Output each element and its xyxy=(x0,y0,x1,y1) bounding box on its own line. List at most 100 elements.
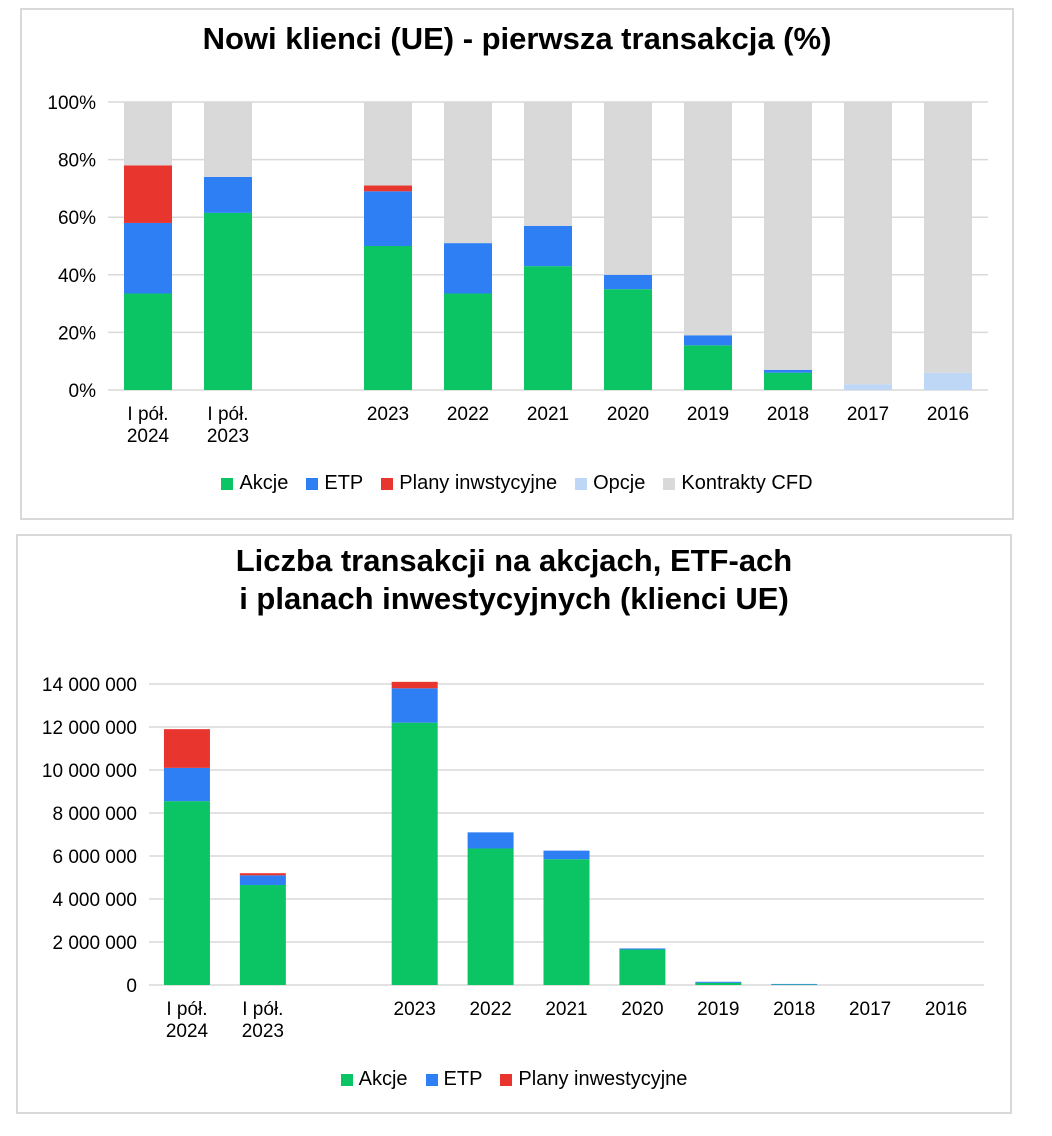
bar-kontrakty-cfd xyxy=(364,102,412,186)
legend-item-opcje: Opcje xyxy=(575,472,645,495)
legend: Akcje ETP Plany inwestycyjne xyxy=(18,1068,1010,1091)
bar-etp xyxy=(204,176,252,213)
x-tick-label-line: 2018 xyxy=(773,999,815,1020)
x-tick-label: 2017 xyxy=(847,404,889,425)
x-tick-label: 2019 xyxy=(687,404,729,425)
y-tick-label: 2 000 000 xyxy=(52,933,137,954)
legend-swatch-etp xyxy=(425,1073,438,1086)
y-tick-label: 40% xyxy=(58,266,96,287)
x-tick-label-line: 2016 xyxy=(927,404,969,425)
bar-akcje xyxy=(444,293,492,390)
bar-plany-inwstycyjne xyxy=(124,165,172,223)
bar-etp xyxy=(684,335,732,346)
bar-kontrakty-cfd xyxy=(524,102,572,226)
bar-akcje xyxy=(467,848,514,985)
legend-item-plany: Plany inwstycyjne xyxy=(381,472,557,495)
x-tick-label-line: I pół. xyxy=(127,404,168,425)
legend-item-plany: Plany inwestycyjne xyxy=(500,1068,687,1091)
chart-title-line-1: Liczba transakcji na akcjach, ETF-ach xyxy=(235,543,793,578)
y-tick-label: 12 000 000 xyxy=(42,718,137,739)
y-tick-label: 4 000 000 xyxy=(52,890,137,911)
x-tick-label-line: 2021 xyxy=(545,999,587,1020)
bar-kontrakty-cfd xyxy=(124,102,172,166)
chart-panel-new-clients: Nowi klienci (UE) - pierwsza transakcja … xyxy=(20,8,1014,520)
x-tick-label: 2018 xyxy=(773,999,815,1020)
x-tick-label: 2017 xyxy=(849,999,891,1020)
bar-kontrakty-cfd xyxy=(604,102,652,275)
bar-akcje xyxy=(204,212,252,390)
legend-swatch-akcje xyxy=(221,477,234,490)
legend-label: Akcje xyxy=(358,1068,408,1090)
bar-akcje xyxy=(764,372,812,390)
x-tick-label: I pół. 2023 xyxy=(207,404,249,447)
x-tick-label-line: 2023 xyxy=(242,1021,284,1042)
x-tick-label-line: 2016 xyxy=(925,999,967,1020)
x-tick-label-line: 2023 xyxy=(207,426,249,447)
bar-etp xyxy=(771,983,818,985)
bar-kontrakty-cfd xyxy=(204,102,252,177)
x-tick-label: 2022 xyxy=(447,404,489,425)
bar-akcje xyxy=(695,982,742,985)
legend-label: Opcje xyxy=(593,472,646,494)
bar-etp xyxy=(695,981,742,983)
bar-etp xyxy=(619,948,666,950)
x-tick-label: I pół. 2023 xyxy=(242,999,284,1042)
x-tick-label-line: I pół. xyxy=(207,404,248,425)
legend-label: ETP xyxy=(443,1068,483,1090)
x-tick-label-line: 2021 xyxy=(527,404,569,425)
y-tick-label: 100% xyxy=(47,93,96,114)
legend-swatch-etp xyxy=(306,477,319,490)
x-tick-label-line: I pół. xyxy=(242,999,283,1020)
x-tick-label: 2020 xyxy=(621,999,663,1020)
bar-etp xyxy=(444,243,492,294)
x-tick-label-line: 2024 xyxy=(166,1021,209,1042)
x-tick-label: 2020 xyxy=(607,404,649,425)
bar-akcje xyxy=(163,801,210,985)
legend-label: Plany inwstycyjne xyxy=(399,472,558,494)
bar-etp xyxy=(391,688,438,723)
bar-etp xyxy=(239,875,286,886)
x-tick-label: 2019 xyxy=(697,999,739,1020)
x-tick-label: I pół. 2024 xyxy=(166,999,209,1042)
legend-swatch-plany xyxy=(381,477,394,490)
legend-item-cfd: Kontrakty CFD xyxy=(663,472,813,495)
x-tick-label-line: I pół. xyxy=(166,999,207,1020)
bar-akcje xyxy=(543,859,590,985)
chart-title: Liczba transakcji na akcjach, ETF-ach i … xyxy=(18,542,1010,618)
bar-opcje xyxy=(844,384,892,390)
bar-kontrakty-cfd xyxy=(764,102,812,370)
bar-kontrakty-cfd xyxy=(444,102,492,244)
x-tick-label-line: 2017 xyxy=(849,999,891,1020)
x-tick-label-line: 2023 xyxy=(394,999,436,1020)
x-tick-label-line: 2023 xyxy=(367,404,409,425)
bar-etp xyxy=(364,191,412,246)
x-tick-label-line: 2022 xyxy=(447,404,489,425)
bar-akcje xyxy=(124,293,172,390)
legend-label: Plany inwestycyjne xyxy=(518,1068,688,1090)
y-tick-label: 0 xyxy=(126,976,137,997)
legend-label: ETP xyxy=(324,472,364,494)
legend-item-akcje: Akcje xyxy=(221,472,288,495)
legend-swatch-plany xyxy=(500,1073,513,1086)
x-tick-label: 2016 xyxy=(927,404,969,425)
bar-akcje xyxy=(604,289,652,390)
bar-etp xyxy=(124,222,172,294)
bar-akcje xyxy=(364,246,412,390)
bar-opcje xyxy=(924,372,972,390)
y-tick-label: 14 000 000 xyxy=(42,675,137,696)
x-tick-label: I pół. 2024 xyxy=(127,404,170,447)
bar-etp xyxy=(524,225,572,267)
x-tick-label-line: 2024 xyxy=(127,426,170,447)
bar-etp xyxy=(604,274,652,290)
y-tick-label: 80% xyxy=(58,151,96,172)
legend-label: Kontrakty CFD xyxy=(681,472,813,494)
bar-kontrakty-cfd xyxy=(924,102,972,373)
legend-swatch-akcje xyxy=(340,1073,353,1086)
bar-plany-inwstycyjne xyxy=(364,185,412,192)
legend-swatch-cfd xyxy=(663,477,676,490)
legend-swatch-opcje xyxy=(575,477,588,490)
bar-etp xyxy=(764,369,812,373)
bar-etp xyxy=(163,767,210,802)
x-tick-label-line: 2018 xyxy=(767,404,809,425)
